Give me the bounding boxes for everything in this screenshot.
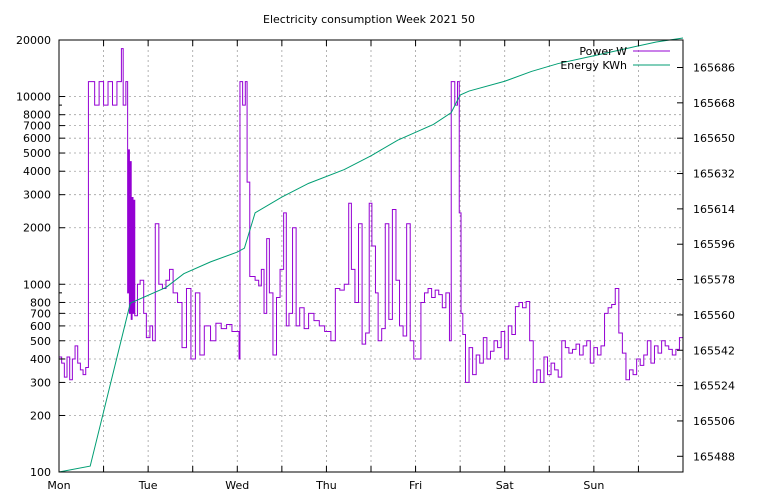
x-tick-label: Sat — [496, 479, 515, 492]
y2-tick-label: 165488 — [693, 450, 735, 463]
y2-tick-label: 165524 — [693, 380, 735, 393]
y-tick-label: 600 — [30, 320, 51, 333]
y2-tick-label: 165650 — [693, 132, 735, 145]
axes: Mon Tue Wed Thu Fri Sat Sun1002003004005006007… — [16, 34, 735, 492]
y2-tick-label: 165632 — [693, 168, 735, 181]
y-tick-label: 200 — [30, 409, 51, 422]
x-tick-label: Wed — [225, 479, 249, 492]
legend-label-energy-kwh: Energy KWh — [560, 59, 627, 72]
x-tick-label: Tue — [138, 479, 158, 492]
grid — [59, 40, 683, 472]
chart-title: Electricity consumption Week 2021 50 — [263, 13, 475, 26]
x-tick-label: Sun — [583, 479, 604, 492]
y-tick-label: 4000 — [23, 165, 51, 178]
y-tick-label: 700 — [30, 307, 51, 320]
y-tick-label: 6000 — [23, 132, 51, 145]
y-tick-label: 800 — [30, 296, 51, 309]
series-line-energy-kwh — [58, 37, 684, 473]
legend-label-power-w: Power W — [579, 45, 627, 58]
y-tick-label: 8000 — [23, 109, 51, 122]
y2-tick-label: 165614 — [693, 203, 735, 216]
y-tick-label: 2000 — [23, 222, 51, 235]
y-tick-label: 7000 — [23, 120, 51, 133]
y2-tick-label: 165506 — [693, 415, 735, 428]
y2-tick-label: 165560 — [693, 309, 735, 322]
y-tick-label: 5000 — [23, 147, 51, 160]
y-tick-label: 400 — [30, 353, 51, 366]
series-line-power-w — [59, 48, 684, 383]
series-layer — [58, 37, 684, 473]
y-tick-label: 300 — [30, 376, 51, 389]
y-tick-label: 1000 — [23, 278, 51, 291]
y-tick-label: 3000 — [23, 189, 51, 202]
x-tick-label: Thu — [315, 479, 337, 492]
y-tick-label: 500 — [30, 335, 51, 348]
y-tick-label: 10000 — [16, 91, 51, 104]
y-tick-label: 20000 — [16, 34, 51, 47]
x-tick-label: Mon — [47, 479, 70, 492]
y-tick-label: 100 — [30, 466, 51, 479]
y2-tick-label: 165596 — [693, 238, 735, 251]
y2-tick-label: 165578 — [693, 274, 735, 287]
y2-tick-label: 165542 — [693, 344, 735, 357]
y2-tick-label: 165668 — [693, 97, 735, 110]
x-tick-label: Fri — [409, 479, 422, 492]
y2-tick-label: 165686 — [693, 61, 735, 74]
